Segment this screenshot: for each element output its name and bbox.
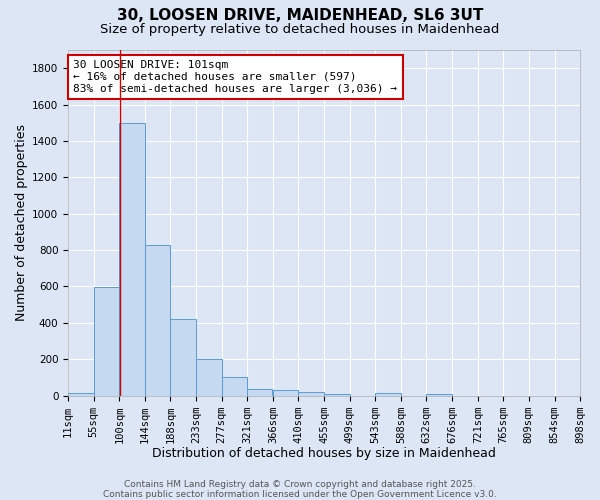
X-axis label: Distribution of detached houses by size in Maidenhead: Distribution of detached houses by size … bbox=[152, 447, 496, 460]
Bar bbox=[145, 244, 170, 396]
Bar bbox=[119, 124, 145, 396]
Text: Size of property relative to detached houses in Maidenhead: Size of property relative to detached ho… bbox=[100, 22, 500, 36]
Text: 30, LOOSEN DRIVE, MAIDENHEAD, SL6 3UT: 30, LOOSEN DRIVE, MAIDENHEAD, SL6 3UT bbox=[117, 8, 483, 22]
Bar bbox=[68, 393, 94, 396]
Bar bbox=[221, 378, 247, 396]
Bar bbox=[325, 394, 350, 396]
Bar bbox=[94, 287, 119, 396]
Bar bbox=[273, 390, 298, 396]
Bar bbox=[375, 394, 401, 396]
Bar bbox=[427, 394, 452, 396]
Bar bbox=[247, 388, 272, 396]
Bar bbox=[196, 359, 221, 396]
Text: 30 LOOSEN DRIVE: 101sqm
← 16% of detached houses are smaller (597)
83% of semi-d: 30 LOOSEN DRIVE: 101sqm ← 16% of detache… bbox=[73, 60, 397, 94]
Text: Contains HM Land Registry data © Crown copyright and database right 2025.
Contai: Contains HM Land Registry data © Crown c… bbox=[103, 480, 497, 499]
Bar bbox=[170, 319, 196, 396]
Bar bbox=[298, 392, 324, 396]
Y-axis label: Number of detached properties: Number of detached properties bbox=[15, 124, 28, 322]
